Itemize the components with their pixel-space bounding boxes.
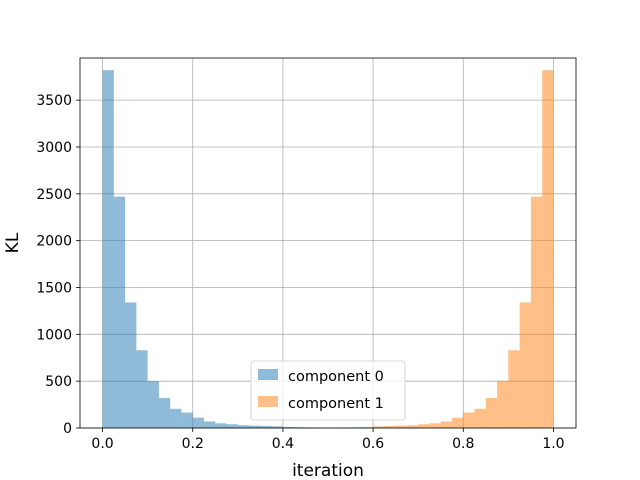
legend-frame: [250, 360, 406, 421]
bar-component-0-bin-7: [181, 412, 193, 428]
x-tick-label-0: 0.0: [91, 436, 113, 452]
bar-component-0-bin-2: [125, 302, 137, 428]
y-tick-label-5: 2500: [36, 187, 72, 203]
legend-swatch-component-0: [258, 369, 278, 380]
y-tick-label-7: 3500: [36, 93, 72, 109]
bar-component-1-bin-31: [452, 417, 464, 428]
bar-component-0-bin-11: [226, 424, 238, 428]
bar-component-0-bin-15: [271, 426, 283, 428]
bar-component-0-bin-5: [158, 398, 171, 428]
x-tick-label-3: 0.6: [362, 436, 384, 452]
x-tick-label-4: 0.8: [452, 436, 474, 452]
legend-label-component-1: component 1: [288, 396, 384, 412]
legend: component 0 component 1: [250, 360, 406, 421]
bar-component-1-bin-33: [474, 408, 486, 428]
bar-component-1-bin-26: [395, 425, 407, 428]
y-tick-label-4: 2000: [36, 234, 72, 250]
axis-ticks: 0.0 0.2 0.4 0.6 0.8 1.0 0 500 1000 1500 2000 2500 30…: [36, 93, 564, 452]
bar-component-1-bin-28: [418, 424, 430, 428]
bar-component-1-bin-38: [530, 196, 543, 428]
bar-component-1-bin-35: [497, 381, 509, 428]
bar-component-0-bin-14: [260, 425, 272, 428]
bar-component-0-bin-16: [282, 427, 295, 428]
bar-component-0-bin-4: [147, 381, 159, 428]
bar-component-1-bin-30: [440, 421, 452, 428]
bar-component-0-bin-12: [237, 425, 250, 428]
legend-swatch-component-1: [258, 396, 278, 407]
bar-component-1-bin-37: [519, 302, 531, 428]
x-tick-label-5: 1.0: [542, 436, 564, 452]
bar-component-1-bin-24: [373, 426, 385, 428]
legend-label-component-0: component 0: [288, 369, 384, 385]
bar-component-1-bin-32: [463, 412, 475, 428]
bar-component-0-bin-0: [102, 70, 114, 428]
y-tick-label-3: 1500: [36, 280, 72, 296]
y-axis-label: KL: [3, 232, 23, 253]
bar-component-1-bin-36: [508, 350, 520, 428]
y-tick-label-0: 0: [63, 421, 72, 437]
bar-component-0-bin-13: [249, 425, 261, 428]
bar-component-1-bin-27: [406, 425, 419, 428]
bar-component-0-bin-9: [204, 421, 216, 428]
x-tick-label-2: 0.4: [272, 436, 294, 452]
x-axis-label: iteration: [292, 461, 364, 480]
bar-component-1-bin-25: [384, 425, 396, 428]
bar-component-0-bin-8: [192, 417, 204, 428]
bar-component-1-bin-29: [429, 423, 441, 428]
bar-component-0-bin-6: [170, 408, 182, 428]
bar-component-0-bin-1: [113, 196, 126, 428]
y-tick-label-2: 1000: [36, 327, 72, 343]
bar-component-1-bin-39: [542, 70, 554, 428]
plot-area-frame: [79, 57, 577, 429]
bar-component-0-bin-3: [136, 350, 148, 428]
y-tick-label-6: 3000: [36, 140, 72, 156]
bar-component-1-bin-23: [361, 427, 374, 428]
bar-component-1-bin-34: [485, 398, 498, 428]
x-tick-label-1: 0.2: [182, 436, 204, 452]
y-tick-label-1: 500: [45, 374, 72, 390]
bar-component-0-bin-10: [215, 423, 227, 428]
